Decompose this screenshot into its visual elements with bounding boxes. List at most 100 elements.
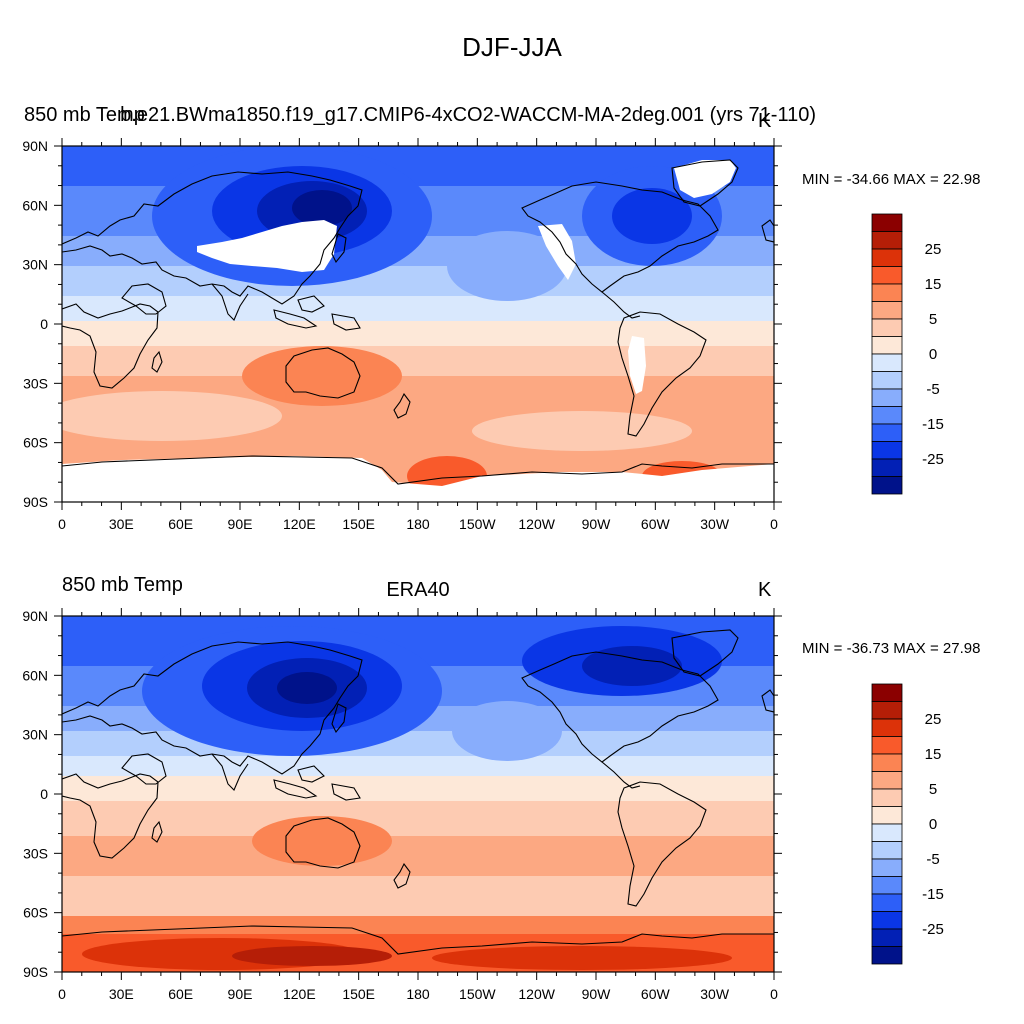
- colorbar-label: 25: [925, 241, 942, 258]
- colorbar-swatch: [871, 301, 903, 320]
- colorbar-swatch: [871, 336, 903, 355]
- colorbar-swatch: [871, 806, 903, 825]
- colorbar-swatch: [871, 353, 903, 372]
- colorbar-swatch: [871, 736, 903, 755]
- colorbar-swatch: [871, 683, 903, 702]
- bottom-map: 0 30E 60E 90E 120E 150E 180 150W 120W 90W 60W 30W 09…: [22, 608, 782, 1002]
- main-title: DJF-JJA: [462, 32, 562, 62]
- x-tick-label: 60E: [168, 986, 193, 1002]
- y-tick-label: 30S: [23, 375, 48, 391]
- colorbar-label: -25: [922, 451, 944, 468]
- y-tick-label: 60S: [23, 435, 48, 451]
- colorbar-label: -15: [922, 416, 944, 433]
- x-tick-label: 0: [58, 986, 66, 1002]
- y-tick-label: 30N: [22, 727, 48, 743]
- colorbar-swatch: [871, 753, 903, 772]
- x-tick-label: 90W: [582, 986, 612, 1002]
- y-tick-label: 30N: [22, 257, 48, 273]
- top-left-title: 850 mb Temp: [24, 104, 145, 126]
- y-tick-label: 0: [40, 786, 48, 802]
- top-center-title: b.e21.BWma1850.f19_g17.CMIP6-4xCO2-WACCM…: [120, 104, 816, 126]
- x-tick-label: 180: [406, 516, 430, 532]
- colorbar-label: 0: [929, 346, 937, 363]
- x-tick-label: 30W: [700, 516, 730, 532]
- x-tick-label: 0: [58, 516, 66, 532]
- colorbar-swatch: [871, 893, 903, 912]
- colorbar-swatch: [871, 858, 903, 877]
- x-tick-label: 90E: [228, 986, 253, 1002]
- y-tick-label: 60N: [22, 667, 48, 683]
- colorbar-label: 15: [925, 276, 942, 293]
- colorbar-swatch: [871, 406, 903, 425]
- y-tick-label: 30S: [23, 845, 48, 861]
- colorbar-swatch: [871, 823, 903, 842]
- colorbar-label: -25: [922, 921, 944, 938]
- x-tick-label: 30W: [700, 986, 730, 1002]
- colorbar-label: -15: [922, 886, 944, 903]
- colorbar-swatch: [871, 701, 903, 720]
- colorbar-swatch: [871, 266, 903, 285]
- colorbar-label: 5: [929, 781, 937, 798]
- colorbar-label: 15: [925, 746, 942, 763]
- y-tick-label: 90S: [23, 964, 48, 980]
- x-tick-label: 60W: [641, 986, 671, 1002]
- x-tick-label: 90W: [582, 516, 612, 532]
- bottom-units: K: [758, 579, 772, 601]
- x-tick-label: 90E: [228, 516, 253, 532]
- x-tick-label: 120E: [283, 986, 316, 1002]
- colorbar-swatch: [871, 718, 903, 737]
- colorbar-label: 0: [929, 816, 937, 833]
- colorbar-swatch: [871, 371, 903, 390]
- colorbar-swatch: [871, 476, 903, 495]
- top-colorbar: 25 15 5 0 -5 -15 -25: [871, 213, 944, 495]
- colorbar-swatch: [871, 876, 903, 895]
- colorbar-swatch: [871, 911, 903, 930]
- x-tick-label: 30E: [109, 516, 134, 532]
- y-tick-label: 90S: [23, 494, 48, 510]
- colorbar-swatch: [871, 388, 903, 407]
- colorbar-swatch: [871, 231, 903, 250]
- colorbar-swatch: [871, 441, 903, 460]
- colorbar-swatch: [871, 946, 903, 965]
- top-map-ticks: 0 30E 60E 90E 120E 150E 180 150W 120W 90W 60W 30W 09…: [22, 138, 782, 532]
- colorbar-swatch: [871, 841, 903, 860]
- bottom-colorbar: 25 15 5 0 -5 -15 -25: [871, 683, 944, 965]
- x-tick-label: 30E: [109, 986, 134, 1002]
- colorbar-swatch: [871, 248, 903, 267]
- x-tick-label: 120W: [518, 516, 555, 532]
- bottom-map-ticks: 0 30E 60E 90E 120E 150E 180 150W 120W 90W 60W 30W 09…: [22, 608, 782, 1002]
- y-tick-label: 60S: [23, 905, 48, 921]
- x-tick-label: 60W: [641, 516, 671, 532]
- x-tick-label: 120W: [518, 986, 555, 1002]
- top-map: 0 30E 60E 90E 120E 150E 180 150W 120W 90W 60W 30W 09…: [22, 138, 782, 532]
- colorbar-swatch: [871, 458, 903, 477]
- y-tick-label: 0: [40, 316, 48, 332]
- x-tick-label: 150E: [342, 516, 375, 532]
- colorbar-swatch: [871, 788, 903, 807]
- colorbar-label: -5: [926, 851, 939, 868]
- top-min-max: MIN = -34.66 MAX = 22.98: [802, 171, 981, 188]
- colorbar-swatch: [871, 283, 903, 302]
- bottom-min-max: MIN = -36.73 MAX = 27.98: [802, 640, 981, 657]
- x-tick-label: 150E: [342, 986, 375, 1002]
- colorbar-label: 25: [925, 711, 942, 728]
- colorbar-label: 5: [929, 311, 937, 328]
- x-tick-label: 120E: [283, 516, 316, 532]
- x-tick-label: 0: [770, 986, 778, 1002]
- x-tick-label: 150W: [459, 986, 496, 1002]
- y-tick-label: 90N: [22, 138, 48, 154]
- colorbar-swatch: [871, 213, 903, 232]
- x-tick-label: 180: [406, 986, 430, 1002]
- x-tick-label: 60E: [168, 516, 193, 532]
- x-tick-label: 150W: [459, 516, 496, 532]
- colorbar-swatch: [871, 318, 903, 337]
- top-units: K: [758, 110, 772, 132]
- y-tick-label: 90N: [22, 608, 48, 624]
- colorbar-label: -5: [926, 381, 939, 398]
- colorbar-swatch: [871, 771, 903, 790]
- colorbar-swatch: [871, 928, 903, 947]
- x-tick-label: 0: [770, 516, 778, 532]
- colorbar-swatch: [871, 423, 903, 442]
- bottom-left-title: 850 mb Temp: [62, 574, 183, 596]
